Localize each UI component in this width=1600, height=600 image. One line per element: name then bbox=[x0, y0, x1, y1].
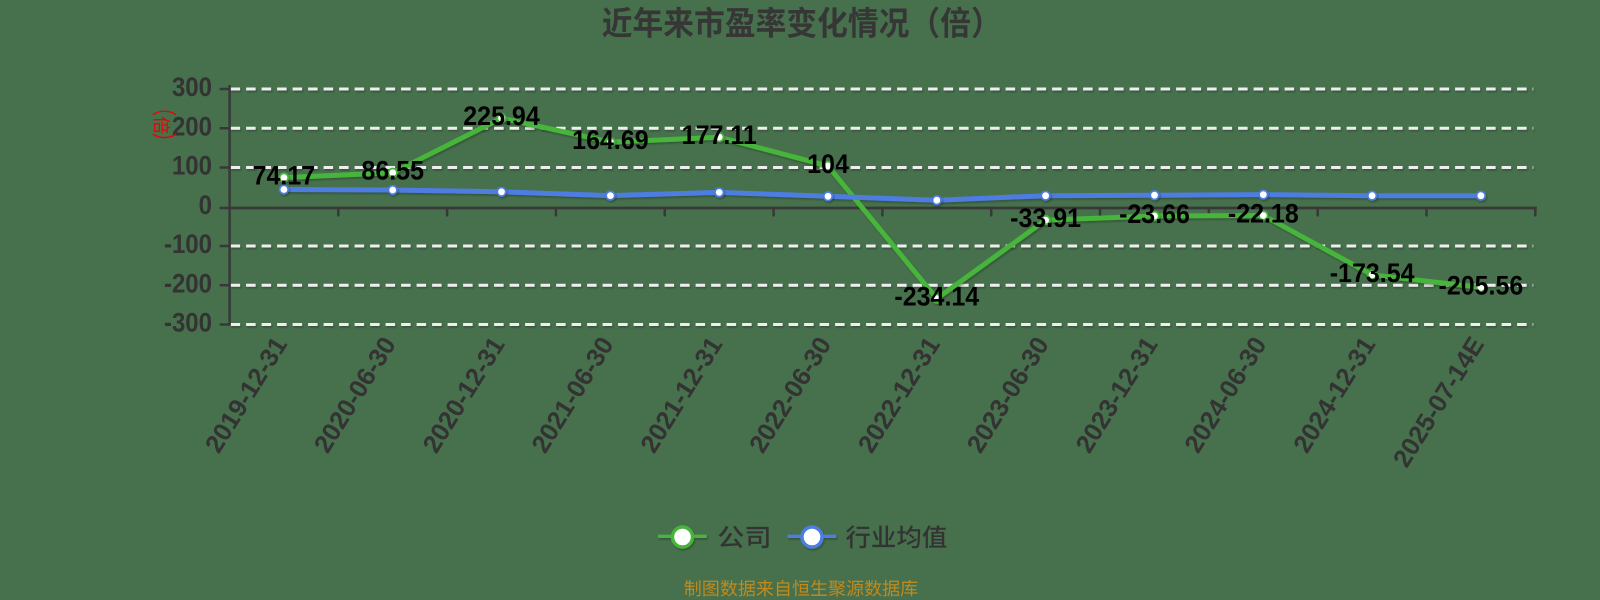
svg-text:-23.66: -23.66 bbox=[1119, 198, 1190, 229]
svg-text:177.11: 177.11 bbox=[682, 119, 757, 150]
svg-text:2021-06-30: 2021-06-30 bbox=[527, 332, 620, 457]
svg-text:100: 100 bbox=[172, 152, 212, 181]
svg-text:2024-06-30: 2024-06-30 bbox=[1180, 332, 1273, 457]
svg-text:2020-12-31: 2020-12-31 bbox=[418, 332, 511, 457]
svg-text:2022-06-30: 2022-06-30 bbox=[744, 332, 837, 457]
svg-text:2019-12-31: 2019-12-31 bbox=[200, 332, 293, 457]
svg-text:164.69: 164.69 bbox=[572, 124, 648, 155]
svg-text:200: 200 bbox=[172, 112, 212, 141]
svg-text:104: 104 bbox=[807, 148, 849, 179]
svg-text:2020-06-30: 2020-06-30 bbox=[309, 332, 402, 457]
svg-text:2025-07-14E: 2025-07-14E bbox=[1388, 332, 1490, 472]
svg-text:225.94: 225.94 bbox=[463, 100, 540, 131]
svg-text:-173.54: -173.54 bbox=[1330, 257, 1415, 288]
svg-text:-33.91: -33.91 bbox=[1010, 202, 1081, 233]
svg-text:-300: -300 bbox=[164, 309, 212, 338]
svg-text:-205.56: -205.56 bbox=[1439, 269, 1524, 300]
svg-text:86.55: 86.55 bbox=[361, 155, 424, 186]
svg-text:74.17: 74.17 bbox=[253, 160, 316, 191]
svg-text:0: 0 bbox=[199, 191, 212, 220]
svg-text:2022-12-31: 2022-12-31 bbox=[853, 332, 946, 457]
svg-text:2021-12-31: 2021-12-31 bbox=[635, 332, 728, 457]
svg-text:-22.18: -22.18 bbox=[1228, 197, 1299, 228]
svg-text:-100: -100 bbox=[164, 230, 212, 259]
svg-text:2024-12-31: 2024-12-31 bbox=[1288, 332, 1381, 457]
svg-text:-200: -200 bbox=[164, 269, 212, 298]
svg-text:2023-06-30: 2023-06-30 bbox=[962, 332, 1055, 457]
svg-text:-234.14: -234.14 bbox=[894, 281, 979, 312]
svg-text:300: 300 bbox=[172, 73, 212, 102]
svg-text:2023-12-31: 2023-12-31 bbox=[1071, 332, 1164, 457]
